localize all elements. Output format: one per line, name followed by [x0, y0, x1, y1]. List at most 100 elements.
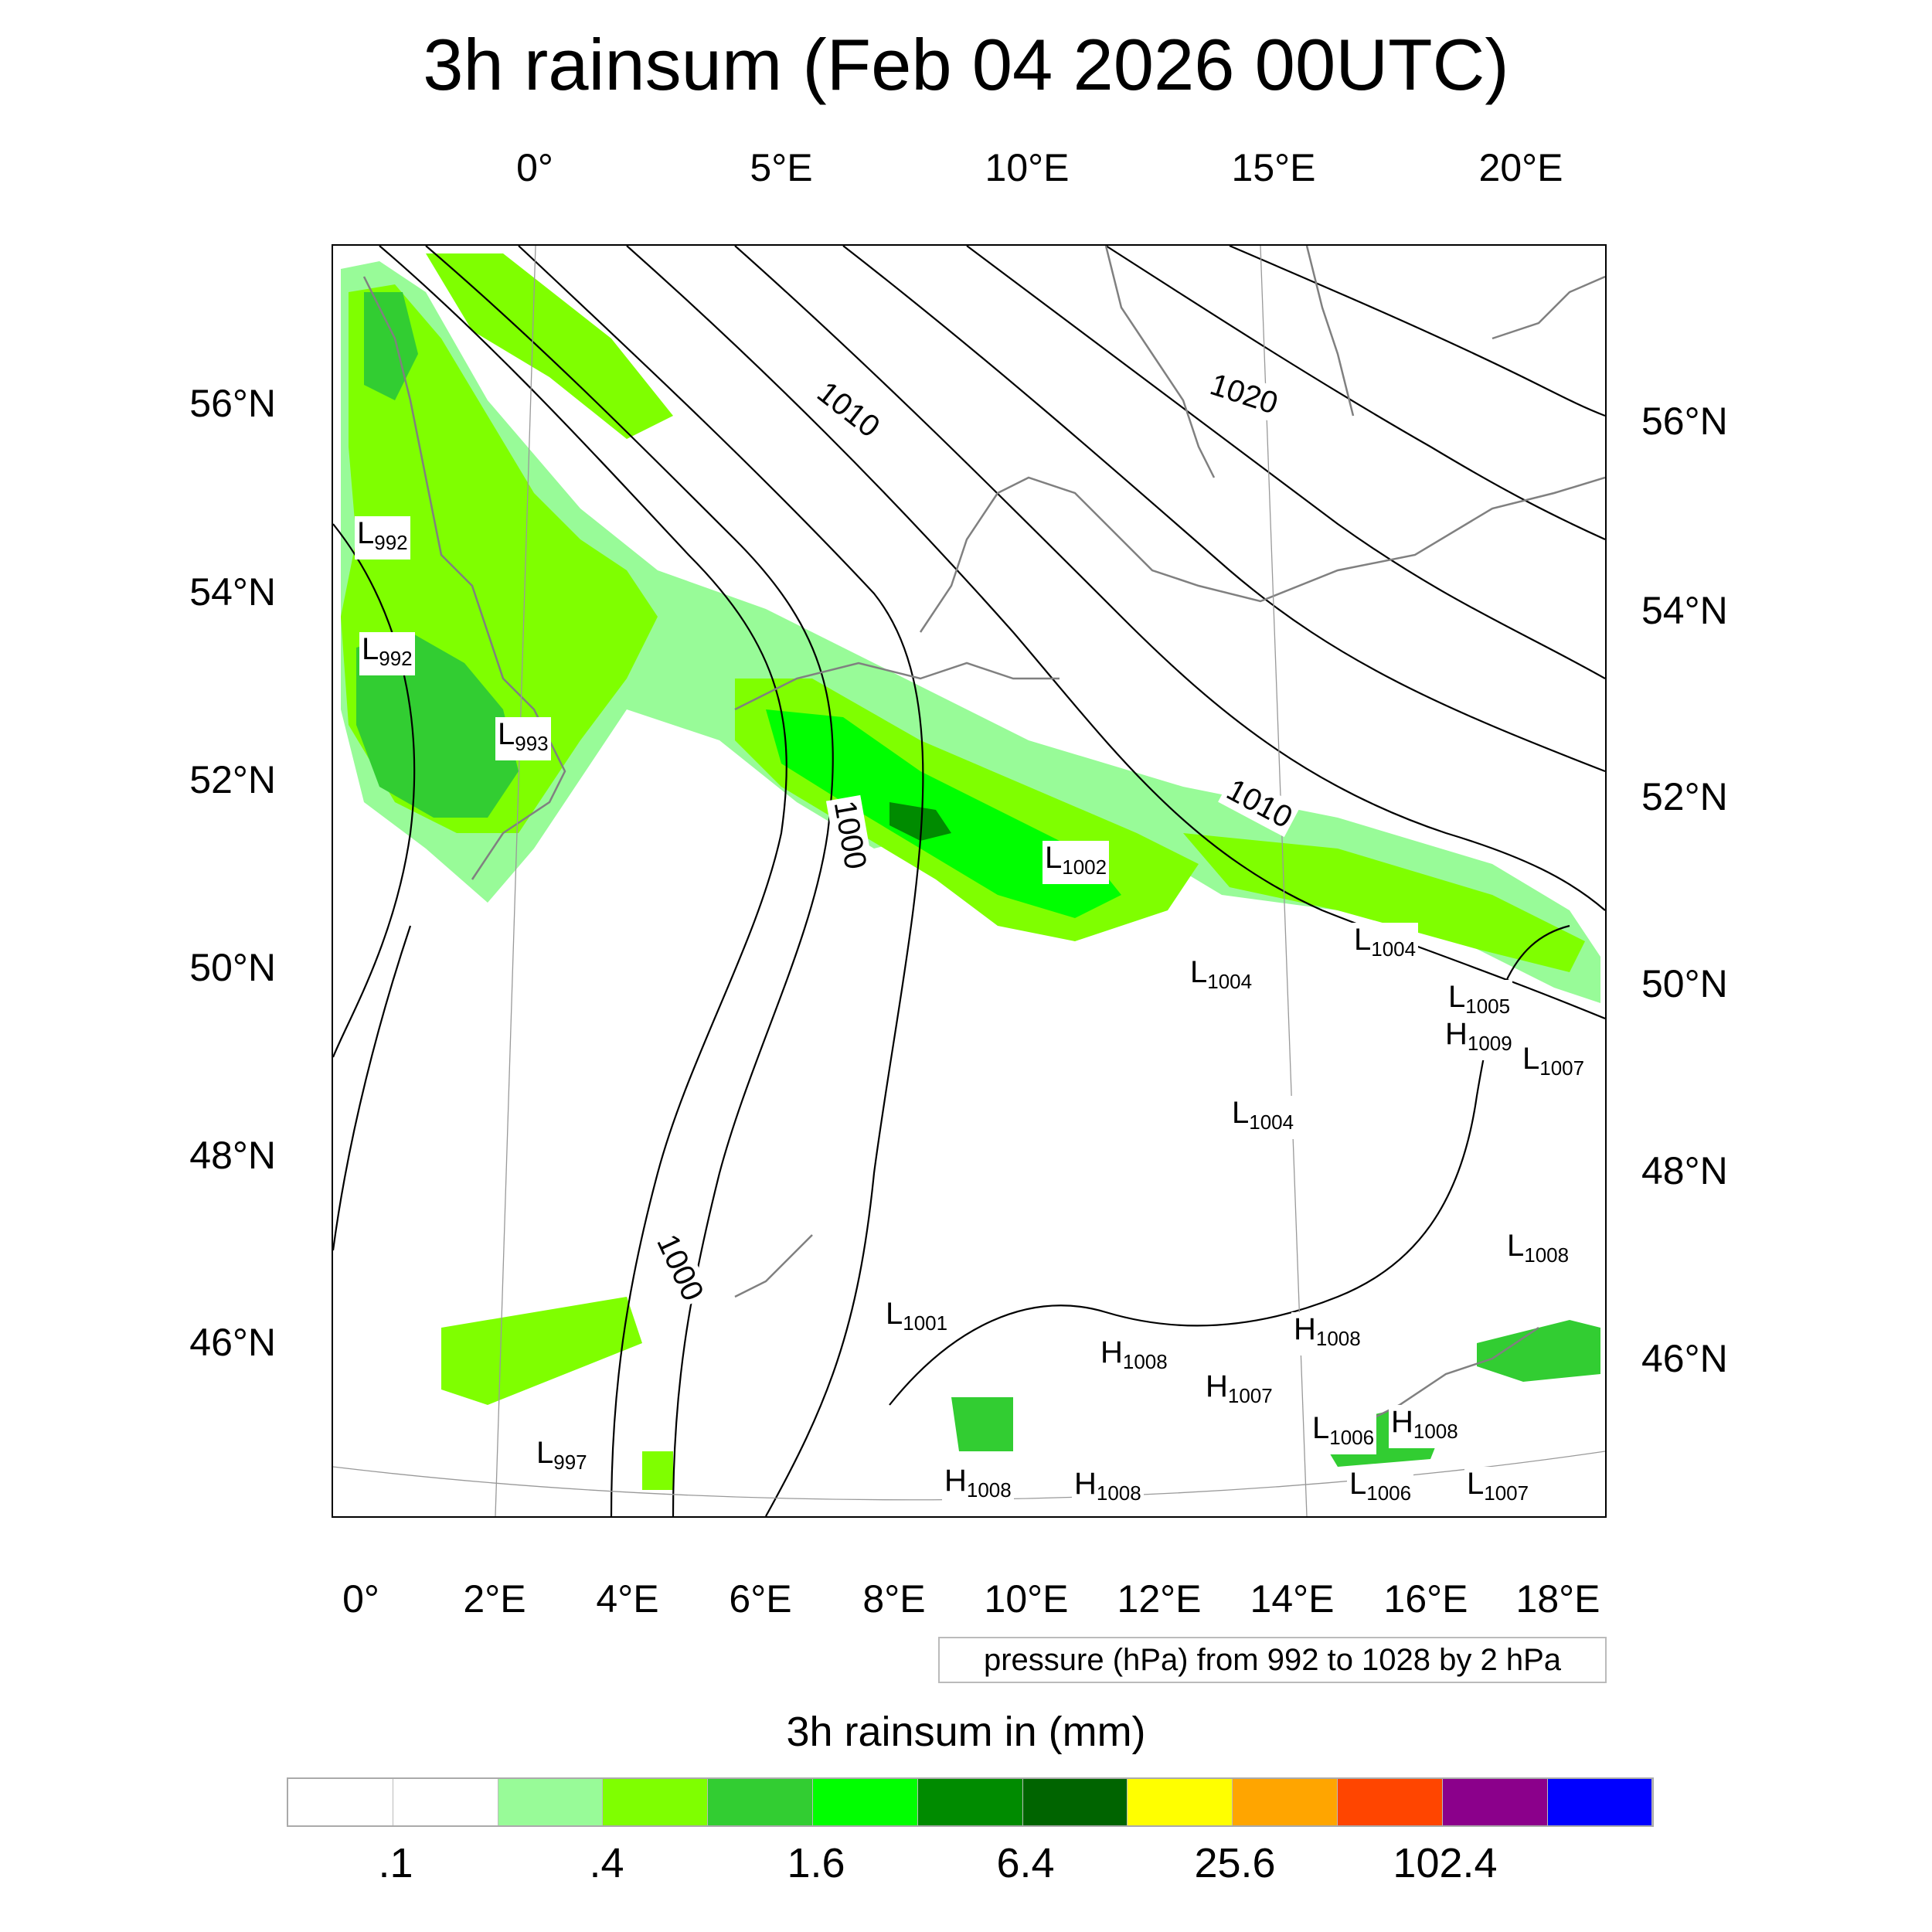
low-pressure-label: L993 — [495, 717, 551, 760]
top-lon-label-15e: 15°E — [1231, 146, 1316, 189]
right-lat-label-54n: 54°N — [1641, 589, 1728, 632]
coastline-line — [1104, 246, 1216, 478]
bottom-lon-label-0: 0° — [342, 1577, 379, 1621]
colorbar-cell — [603, 1779, 709, 1825]
low-pressure-label: L997 — [534, 1436, 590, 1479]
low-pressure-label: L1007 — [1464, 1467, 1532, 1510]
low-pressure-label: L1004 — [1188, 955, 1255, 998]
colorbar-cell — [812, 1779, 918, 1825]
colorbar-tick-label: 1.6 — [787, 1840, 845, 1886]
bottom-lon-label-18e: 18°E — [1515, 1577, 1600, 1621]
rain-area-alps — [951, 1397, 1013, 1451]
isobar-line — [333, 925, 412, 1251]
colorbar-tick-label: 6.4 — [996, 1840, 1055, 1886]
colorbar-cell — [1337, 1779, 1443, 1825]
rain-area-uk-core — [356, 632, 519, 818]
left-lat-label-54n: 54°N — [189, 570, 276, 614]
low-pressure-label: L1006 — [1347, 1467, 1414, 1510]
map-title: 3h rainsum (Feb 04 2026 00UTC) — [423, 24, 1509, 105]
top-lon-label-5e: 5°E — [750, 146, 813, 189]
right-lat-label-48n: 48°N — [1641, 1149, 1728, 1192]
rain-area-germany-core — [766, 709, 1121, 918]
right-lat-label-52n: 52°N — [1641, 775, 1728, 818]
isobar-line — [842, 246, 1605, 773]
low-pressure-label: L1001 — [883, 1297, 951, 1340]
coastline-line — [1305, 246, 1355, 417]
colorbar-cell — [1442, 1779, 1548, 1825]
colorbar-tick-label: .4 — [589, 1840, 624, 1886]
colorbar — [287, 1777, 1655, 1827]
coastline-line — [919, 476, 1605, 633]
right-lat-label-56n: 56°N — [1641, 400, 1728, 443]
left-lat-label-52n: 52°N — [189, 758, 276, 801]
colorbar-cell — [1128, 1779, 1233, 1825]
colorbar-cell — [1233, 1779, 1338, 1825]
isobar-line — [734, 246, 1605, 911]
rain-area-germany-max — [889, 802, 951, 841]
top-lon-label-0: 0° — [516, 146, 553, 189]
bottom-lon-label-6e: 6°E — [729, 1577, 792, 1621]
coastline-line — [734, 1234, 813, 1298]
bottom-lon-label-4e: 4°E — [596, 1577, 659, 1621]
isobar-line — [1229, 246, 1605, 417]
low-pressure-label: L1004 — [1352, 923, 1419, 966]
left-lat-label-50n: 50°N — [189, 946, 276, 989]
bottom-lon-label-2e: 2°E — [463, 1577, 526, 1621]
high-pressure-label: H1008 — [1291, 1312, 1363, 1355]
meridian-line — [495, 246, 536, 1516]
coastline-line — [734, 662, 1060, 711]
colorbar-title: 3h rainsum in (mm) — [786, 1709, 1146, 1755]
low-pressure-label: L992 — [359, 632, 415, 675]
high-pressure-label: H1008 — [942, 1464, 1014, 1507]
isobar-line — [333, 523, 416, 1058]
low-pressure-label: L1007 — [1520, 1042, 1587, 1085]
meridian-line — [1260, 246, 1308, 1516]
high-pressure-label: H1009 — [1443, 1017, 1515, 1060]
high-pressure-label: H1007 — [1203, 1369, 1275, 1413]
colorbar-cell — [708, 1779, 813, 1825]
bottom-lon-label-8e: 8°E — [862, 1577, 926, 1621]
rain-area-france-streaks — [441, 1297, 642, 1405]
top-lon-label-10e: 10°E — [985, 146, 1070, 189]
isobars — [333, 246, 1605, 1516]
pressure-legend: pressure (hPa) from 992 to 1028 by 2 hPa — [938, 1637, 1607, 1683]
isobar-line — [379, 246, 787, 1516]
colorbar-cell — [393, 1779, 498, 1825]
colorbar-cell — [1547, 1779, 1653, 1825]
isobar-line — [966, 246, 1605, 679]
bottom-lon-label-12e: 12°E — [1117, 1577, 1202, 1621]
left-lat-label-56n: 56°N — [189, 382, 276, 425]
colorbar-cell — [498, 1779, 604, 1825]
low-pressure-label: L1004 — [1230, 1096, 1297, 1139]
high-pressure-label: H1008 — [1072, 1467, 1144, 1510]
high-pressure-label: H1008 — [1389, 1405, 1461, 1448]
isobar-line — [1105, 246, 1605, 541]
high-pressure-label: H1008 — [1098, 1335, 1170, 1379]
rain-area-balkan — [1477, 1320, 1600, 1382]
map-canvas — [333, 246, 1605, 1516]
low-pressure-label: L1002 — [1043, 841, 1110, 884]
low-pressure-label: L1008 — [1505, 1229, 1572, 1272]
coastline-line — [1492, 275, 1605, 340]
colorbar-tick-label: 102.4 — [1393, 1840, 1498, 1886]
colorbar-tick-label: 25.6 — [1194, 1840, 1276, 1886]
left-lat-label-46n: 46°N — [189, 1321, 276, 1364]
isobar-line — [518, 246, 924, 1516]
right-lat-label-46n: 46°N — [1641, 1337, 1728, 1380]
low-pressure-label: L1006 — [1310, 1411, 1377, 1454]
bottom-lon-label-16e: 16°E — [1383, 1577, 1468, 1621]
left-lat-label-48n: 48°N — [189, 1134, 276, 1177]
colorbar-cell — [288, 1779, 393, 1825]
bottom-lon-label-10e: 10°E — [984, 1577, 1069, 1621]
coastline-line — [362, 276, 566, 880]
low-pressure-label: L992 — [355, 516, 410, 560]
isobar-line — [626, 246, 1605, 1020]
map-area[interactable]: 1010 1020 1000 1010 1000 L992 L992 L993 … — [332, 244, 1607, 1518]
low-pressure-label: L1005 — [1446, 980, 1513, 1023]
colorbar-cell — [917, 1779, 1023, 1825]
colorbar-tick-label: .1 — [378, 1840, 413, 1886]
colorbar-cell — [1022, 1779, 1128, 1825]
rain-area-med — [642, 1451, 673, 1490]
top-lon-label-20e: 20°E — [1478, 146, 1563, 189]
right-lat-label-50n: 50°N — [1641, 962, 1728, 1005]
